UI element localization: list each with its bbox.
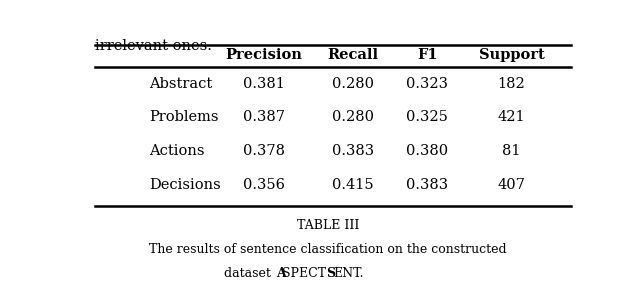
Text: 0.383: 0.383 [406, 178, 448, 192]
Text: irrelevant ones.: irrelevant ones. [95, 39, 212, 53]
Text: F1: F1 [417, 48, 438, 62]
Text: 0.383: 0.383 [332, 144, 374, 158]
Text: A: A [276, 267, 285, 280]
Text: 0.415: 0.415 [332, 178, 374, 192]
Text: 0.280: 0.280 [332, 110, 374, 124]
Text: 0.380: 0.380 [406, 144, 448, 158]
Text: 81: 81 [502, 144, 521, 158]
Text: 0.387: 0.387 [243, 110, 285, 124]
Text: 0.280: 0.280 [332, 76, 374, 91]
Text: 182: 182 [498, 76, 525, 91]
Text: 0.323: 0.323 [406, 76, 448, 91]
Text: 407: 407 [497, 178, 525, 192]
Text: S: S [326, 267, 335, 280]
Text: SPECT: SPECT [282, 267, 326, 280]
Text: 0.356: 0.356 [243, 178, 285, 192]
Text: Precision: Precision [225, 48, 302, 62]
Text: Abstract: Abstract [150, 76, 212, 91]
Text: Problems: Problems [150, 110, 219, 124]
Text: The results of sentence classification on the constructed: The results of sentence classification o… [149, 243, 507, 256]
Text: 0.378: 0.378 [243, 144, 285, 158]
Text: Decisions: Decisions [150, 178, 221, 192]
Text: TABLE III: TABLE III [297, 219, 359, 232]
Text: ENT.: ENT. [333, 267, 364, 280]
Text: 0.381: 0.381 [243, 76, 284, 91]
Text: Recall: Recall [327, 48, 378, 62]
Text: 0.325: 0.325 [406, 110, 448, 124]
Text: dataset: dataset [224, 267, 275, 280]
Text: Actions: Actions [150, 144, 205, 158]
Text: 421: 421 [498, 110, 525, 124]
Text: Support: Support [479, 48, 545, 62]
